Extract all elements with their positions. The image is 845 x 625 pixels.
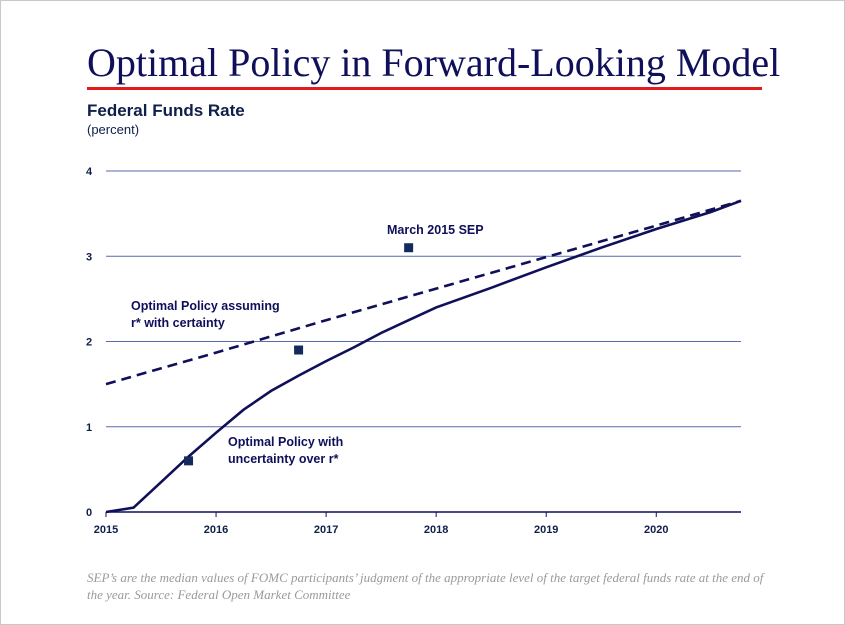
y-tick-label: 2 [86,337,92,349]
chart-unit: (percent) [87,122,140,137]
certainty-policy-label: r* with certainty [131,316,225,330]
x-tick-label: 2018 [424,524,448,536]
sep-marker [184,456,194,466]
sep-label: March 2015 SEP [387,223,484,237]
sep-marker [294,345,304,355]
x-tick-label: 2017 [314,524,338,536]
x-tick-label: 2016 [204,524,228,536]
x-tick-label: 2020 [644,524,668,536]
x-tick-label: 2015 [94,524,118,536]
certainty-policy-line [105,199,742,386]
uncertainty-policy-label: Optimal Policy with [228,435,343,449]
chart: 0 1 2 3 4 2015 2016 2017 2018 2019 2020 Optimal Pol… [86,166,742,536]
title-underline [87,87,762,90]
uncertainty-policy-label: uncertainty over r* [228,452,339,466]
y-tick-label: 3 [86,251,92,263]
y-tick-label: 0 [86,507,92,519]
x-tick-label: 2019 [534,524,558,536]
chart-title: Federal Funds Rate [87,101,245,120]
y-tick-label: 4 [86,166,93,178]
slide-title: Optimal Policy in Forward-Looking Model [87,40,781,85]
footnote: SEP’s are the median values of FOMC part… [87,570,764,602]
certainty-policy-label: Optimal Policy assuming [131,299,280,313]
sep-marker [404,243,414,253]
y-tick-label: 1 [86,422,92,434]
